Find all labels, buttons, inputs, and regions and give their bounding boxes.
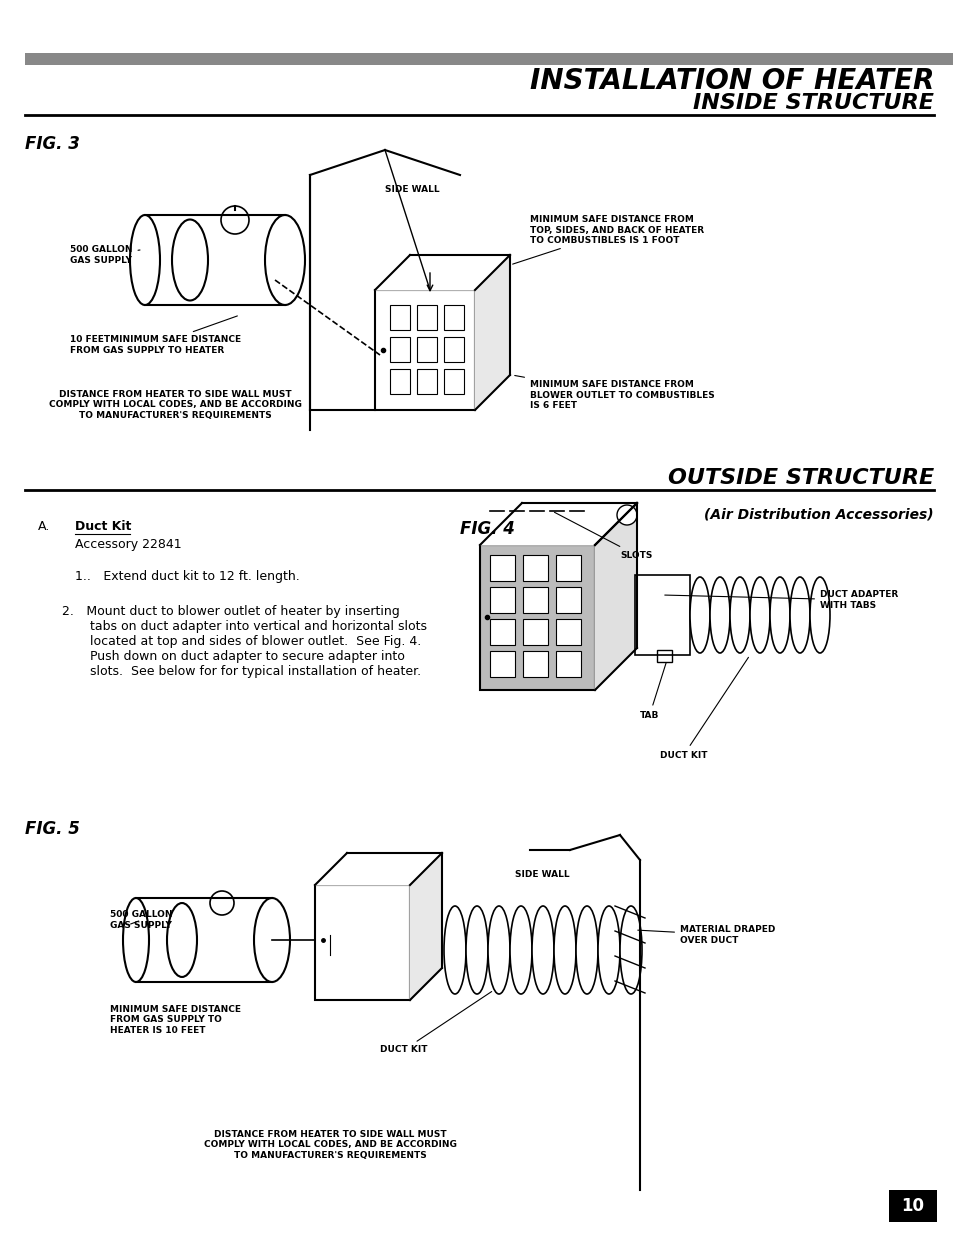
Text: FIG. 3: FIG. 3 — [25, 135, 80, 153]
Text: MINIMUM SAFE DISTANCE FROM
TOP, SIDES, AND BACK OF HEATER
TO COMBUSTIBLES IS 1 F: MINIMUM SAFE DISTANCE FROM TOP, SIDES, A… — [512, 215, 703, 264]
Text: 500 GALLON
GAS SUPPLY: 500 GALLON GAS SUPPLY — [70, 246, 140, 264]
Text: 1.. Extend duct kit to 12 ft. length.: 1.. Extend duct kit to 12 ft. length. — [75, 571, 299, 583]
Ellipse shape — [210, 890, 233, 915]
Bar — [443, 337, 463, 362]
Text: DISTANCE FROM HEATER TO SIDE WALL MUST
COMPLY WITH LOCAL CODES, AND BE ACCORDING: DISTANCE FROM HEATER TO SIDE WALL MUST C… — [49, 390, 301, 420]
Text: INSTALLATION OF HEATER: INSTALLATION OF HEATER — [529, 67, 933, 95]
Text: DUCT KIT: DUCT KIT — [659, 657, 748, 760]
Bar — [390, 337, 410, 362]
Ellipse shape — [167, 903, 196, 977]
Bar — [479, 545, 595, 690]
Polygon shape — [375, 254, 510, 290]
Polygon shape — [479, 503, 637, 545]
Bar — [314, 885, 410, 1000]
Bar — [522, 651, 547, 677]
Bar — [556, 555, 580, 580]
Ellipse shape — [130, 215, 160, 305]
Bar — [888, 1191, 936, 1221]
Polygon shape — [314, 853, 441, 885]
Bar — [375, 290, 475, 410]
Bar — [490, 587, 515, 613]
Text: SIDE WALL: SIDE WALL — [385, 185, 439, 194]
Polygon shape — [410, 853, 441, 1000]
Text: SIDE WALL: SIDE WALL — [515, 869, 569, 879]
Bar — [490, 619, 515, 645]
Ellipse shape — [123, 898, 149, 982]
Bar — [635, 576, 689, 655]
Text: 2. Mount duct to blower outlet of heater by inserting
       tabs on duct adapte: 2. Mount duct to blower outlet of heater… — [62, 605, 427, 678]
Text: Duct Kit: Duct Kit — [75, 520, 132, 534]
Ellipse shape — [465, 906, 488, 994]
Text: MINIMUM SAFE DISTANCE
FROM GAS SUPPLY TO
HEATER IS 10 FEET: MINIMUM SAFE DISTANCE FROM GAS SUPPLY TO… — [110, 1005, 241, 1035]
Ellipse shape — [265, 215, 305, 305]
Ellipse shape — [532, 906, 554, 994]
Ellipse shape — [709, 577, 729, 653]
Bar — [490, 651, 515, 677]
Ellipse shape — [576, 906, 598, 994]
Text: (Air Distribution Accessories): (Air Distribution Accessories) — [703, 508, 933, 522]
Ellipse shape — [554, 906, 576, 994]
Text: 500 GALLON
GAS SUPPLY: 500 GALLON GAS SUPPLY — [110, 910, 172, 930]
Bar — [416, 369, 436, 394]
Ellipse shape — [488, 906, 510, 994]
Ellipse shape — [749, 577, 769, 653]
Text: 10 FEETMINIMUM SAFE DISTANCE
FROM GAS SUPPLY TO HEATER: 10 FEETMINIMUM SAFE DISTANCE FROM GAS SU… — [70, 316, 241, 354]
Text: SLOTS: SLOTS — [554, 513, 652, 559]
Text: FIG. 5: FIG. 5 — [25, 820, 80, 839]
Ellipse shape — [510, 906, 532, 994]
Text: Accessory 22841: Accessory 22841 — [75, 538, 181, 551]
Polygon shape — [475, 254, 510, 410]
Bar — [522, 619, 547, 645]
Bar — [657, 650, 671, 662]
Bar — [522, 555, 547, 580]
Text: MINIMUM SAFE DISTANCE FROM
BLOWER OUTLET TO COMBUSTIBLES
IS 6 FEET: MINIMUM SAFE DISTANCE FROM BLOWER OUTLET… — [515, 375, 714, 410]
Bar — [556, 619, 580, 645]
Bar — [556, 587, 580, 613]
Ellipse shape — [443, 906, 465, 994]
Polygon shape — [595, 503, 637, 690]
Bar — [25, 53, 953, 65]
Bar — [390, 369, 410, 394]
Ellipse shape — [689, 577, 709, 653]
Bar — [556, 651, 580, 677]
Bar — [443, 369, 463, 394]
Bar — [443, 305, 463, 330]
Bar — [522, 587, 547, 613]
Ellipse shape — [617, 505, 637, 525]
Ellipse shape — [729, 577, 749, 653]
Text: DUCT ADAPTER
WITH TABS: DUCT ADAPTER WITH TABS — [664, 590, 898, 610]
Text: OUTSIDE STRUCTURE: OUTSIDE STRUCTURE — [667, 468, 933, 488]
Text: INSIDE STRUCTURE: INSIDE STRUCTURE — [692, 93, 933, 112]
Text: MATERIAL DRAPED
OVER DUCT: MATERIAL DRAPED OVER DUCT — [638, 925, 775, 945]
Text: 10: 10 — [901, 1197, 923, 1215]
Ellipse shape — [221, 206, 249, 233]
Bar — [416, 305, 436, 330]
Ellipse shape — [172, 220, 208, 300]
Bar — [416, 337, 436, 362]
Bar — [490, 555, 515, 580]
Bar — [390, 305, 410, 330]
Ellipse shape — [789, 577, 809, 653]
Ellipse shape — [598, 906, 619, 994]
Text: FIG. 4: FIG. 4 — [459, 520, 515, 538]
Text: DUCT KIT: DUCT KIT — [379, 992, 491, 1055]
Text: TAB: TAB — [639, 663, 665, 720]
Ellipse shape — [809, 577, 829, 653]
Text: DISTANCE FROM HEATER TO SIDE WALL MUST
COMPLY WITH LOCAL CODES, AND BE ACCORDING: DISTANCE FROM HEATER TO SIDE WALL MUST C… — [203, 1130, 456, 1160]
Ellipse shape — [253, 898, 290, 982]
Ellipse shape — [769, 577, 789, 653]
Text: A.: A. — [38, 520, 51, 534]
Ellipse shape — [619, 906, 641, 994]
